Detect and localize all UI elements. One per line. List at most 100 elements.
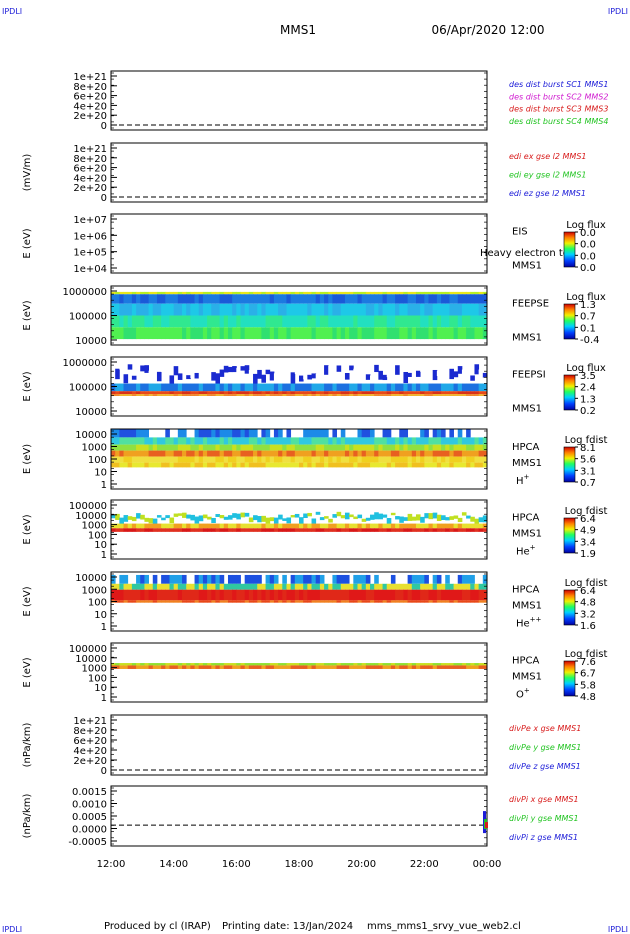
spectrogram-cell [449,516,454,520]
spectrogram-cell [115,462,120,468]
spectrogram-cell [407,583,413,590]
spectrogram-cell [282,589,287,601]
spectrogram-cell [328,518,333,523]
spectrogram-cell [144,523,149,529]
spectrogram-cell [111,663,116,666]
spectrogram-cell [202,574,208,584]
spectrogram-cell [303,450,308,457]
spectrogram-cell [457,394,463,396]
spectrogram-cell [357,583,363,590]
spectrogram-cell [441,303,446,316]
spectrogram-cell [432,523,438,529]
spectrogram-cell [240,294,246,304]
spectrogram-cell [236,383,241,392]
spectrogram-cell [248,294,254,304]
spectrogram-cell [466,523,471,529]
ytick-label: 1 [101,550,107,561]
spectrogram-cell [361,523,367,529]
spectrogram-cell [156,589,162,601]
spectrogram-cell [169,665,175,669]
spectrogram-cell [148,462,154,468]
spectrogram-cell [390,391,396,395]
spectrogram-cell [257,437,262,445]
spectrogram-cell [232,589,237,601]
spectrogram-cell [353,391,358,395]
spectrogram-cell [453,665,459,669]
spectrogram-cell [294,450,300,457]
spectrogram-cell [232,429,237,438]
panel-frame [110,642,488,703]
spectrogram-cell [420,665,425,669]
spectrogram-cell [311,589,317,601]
spectrogram-cell [482,528,488,532]
spectrogram-cell [156,327,162,340]
spectrogram-cell [332,444,337,451]
spectrogram-cell [436,663,442,666]
spectrogram-cell [415,444,421,451]
spectrogram-cell [319,437,325,445]
spectrogram-cell [307,391,312,395]
spectrogram-cell [119,383,124,392]
spectrogram-cell [395,315,400,328]
spectrogram-cell [319,450,325,457]
spectrogram-cell [307,462,312,468]
spectrogram-cell [127,437,133,445]
spectrogram-cell [156,583,162,590]
spectrogram-cell [140,437,145,445]
spectrogram-cell [374,574,379,584]
spectrogram-cell [223,456,229,463]
spectrogram-cell [115,429,120,438]
spectrogram-cell [390,294,396,304]
spectrogram-cell [282,523,287,529]
spectrogram-cell [307,327,312,340]
spectrogram-cell [374,512,379,520]
spectrogram-cell [449,368,454,380]
spectrogram-cell [449,327,454,340]
spectrogram-cell [148,437,154,445]
spectrogram-cell [424,394,429,396]
spectrogram-cell [207,394,212,396]
spectrogram-cell [161,291,166,295]
spectrogram-cell [403,437,409,445]
spectrogram-cell [445,437,450,445]
spectrogram-cell [303,574,308,584]
spectrogram-cell [340,589,346,601]
spectrogram-cell [286,462,292,468]
spectrogram-cell [253,450,258,457]
spectrogram-cell [403,294,409,304]
spectrogram-cell [207,574,212,584]
spectrogram-cell [390,462,396,468]
colorbar-title: Log flux [566,363,606,374]
legend-entry: des dist burst SC1 MMS1 [509,80,608,89]
spectrogram-cell [282,444,287,451]
spectrogram-cell [399,450,404,457]
spectrogram-cell [278,368,283,378]
spectrogram-cell [453,391,459,395]
spectrogram-cell [436,394,442,396]
spectrogram-cell [240,589,246,601]
spectrogram-cell [261,291,266,295]
spectrogram-cell [286,394,292,396]
spectrogram-cell [332,391,337,395]
spectrogram-cell [428,589,434,601]
spectrogram-cell [407,513,413,521]
spectrogram-cell [207,462,212,468]
spectrogram-cell [173,294,179,304]
spectrogram-cell [374,528,379,532]
spectrogram-cell [361,437,367,445]
spectrogram-cell [353,444,358,451]
spectrogram-cell [215,462,221,468]
spectrogram-cell [415,665,421,669]
spectrogram-cell [223,365,229,373]
spectrogram-cell [211,444,216,451]
spectrogram-cell [227,583,233,590]
spectrogram-cell [453,291,459,295]
spectrogram-cell [290,394,296,396]
spectrogram-cell [227,394,233,396]
spectrogram-cell [140,291,145,295]
spectrogram-cell [290,523,296,529]
spectrogram-cell [165,583,170,590]
spectrogram-cell [474,291,480,295]
spectrogram-cell [482,456,488,463]
spectrogram-cell [361,327,367,340]
